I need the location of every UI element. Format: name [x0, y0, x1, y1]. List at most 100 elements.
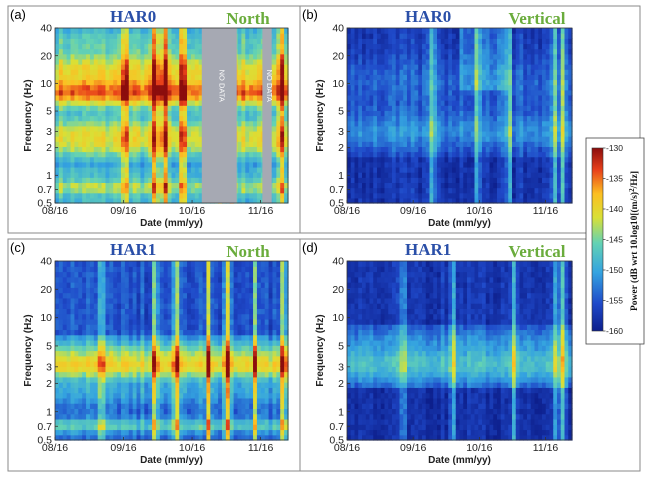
heatmap-cell	[415, 54, 419, 60]
heatmap-cell	[113, 314, 117, 320]
heatmap-cell	[86, 340, 90, 346]
heatmap-cell	[71, 100, 75, 106]
heatmap-cell	[475, 152, 479, 158]
x-tick-label: 09/16	[110, 205, 136, 217]
heatmap-cell	[82, 303, 86, 309]
x-tick-label: 11/16	[533, 205, 559, 217]
heatmap-cell	[148, 382, 152, 388]
heatmap-cell	[241, 116, 245, 122]
heatmap-cell	[144, 64, 148, 70]
heatmap-cell	[456, 162, 460, 168]
heatmap-cell	[195, 105, 199, 111]
heatmap-cell	[347, 157, 351, 163]
heatmap-cell	[86, 90, 90, 96]
heatmap-cell	[164, 121, 168, 127]
heatmap-cell	[129, 303, 133, 309]
heatmap-cell	[448, 193, 452, 199]
heatmap-cell	[121, 38, 125, 44]
heatmap-cell	[74, 182, 78, 188]
heatmap-cell	[452, 85, 456, 91]
heatmap-cell	[109, 382, 113, 388]
heatmap-cell	[452, 105, 456, 111]
heatmap-cell	[175, 141, 179, 147]
heatmap-cell	[125, 162, 129, 168]
heatmap-cell	[422, 136, 426, 142]
heatmap-cell	[561, 182, 565, 188]
heatmap-cell	[125, 266, 129, 272]
heatmap-cell	[358, 43, 362, 49]
heatmap-cell	[497, 38, 501, 44]
heatmap-cell	[133, 366, 137, 372]
heatmap-cell	[98, 345, 102, 351]
heatmap-cell	[55, 152, 59, 158]
heatmap-cell	[102, 408, 106, 414]
heatmap-cell	[74, 167, 78, 173]
heatmap-cell	[553, 182, 557, 188]
heatmap-cell	[175, 33, 179, 39]
heatmap-cell	[253, 100, 257, 106]
heatmap-cell	[125, 28, 129, 34]
heatmap-cell	[377, 141, 381, 147]
heatmap-cell	[109, 90, 113, 96]
heatmap-cell	[478, 85, 482, 91]
heatmap-cell	[113, 398, 117, 404]
heatmap-cell	[486, 177, 490, 183]
heatmap-cell	[355, 188, 359, 194]
heatmap-cell	[168, 43, 172, 49]
heatmap-cell	[63, 152, 67, 158]
heatmap-cell	[456, 49, 460, 55]
heatmap-cell	[183, 64, 187, 70]
heatmap-cell	[531, 33, 535, 39]
heatmap-cell	[94, 193, 98, 199]
heatmap-cell	[78, 146, 82, 152]
heatmap-cell	[433, 126, 437, 132]
heatmap-cell	[183, 100, 187, 106]
heatmap-cell	[381, 152, 385, 158]
heatmap-cell	[516, 33, 520, 39]
heatmap-cell	[445, 90, 449, 96]
heatmap-cell	[482, 28, 486, 34]
heatmap-cell	[63, 182, 67, 188]
heatmap-cell	[557, 172, 561, 178]
heatmap-cell	[160, 162, 164, 168]
heatmap-cell	[456, 69, 460, 75]
heatmap-cell	[175, 126, 179, 132]
heatmap-cell	[105, 157, 109, 163]
heatmap-cell	[403, 38, 407, 44]
heatmap-cell	[276, 157, 280, 163]
heatmap-cell	[90, 167, 94, 173]
heatmap-cell	[448, 54, 452, 60]
heatmap-cell	[63, 345, 67, 351]
heatmap-cell	[366, 141, 370, 147]
heatmap-cell	[486, 59, 490, 65]
heatmap-cell	[55, 64, 59, 70]
heatmap-cell	[512, 177, 516, 183]
heatmap-cell	[373, 69, 377, 75]
heatmap-cell	[160, 131, 164, 137]
heatmap-cell	[90, 419, 94, 425]
heatmap-cell	[358, 90, 362, 96]
heatmap-cell	[98, 136, 102, 142]
heatmap-cell	[67, 141, 71, 147]
heatmap-cell	[156, 100, 160, 106]
heatmap-cell	[55, 308, 59, 314]
heatmap-cell	[121, 398, 125, 404]
heatmap-cell	[486, 162, 490, 168]
heatmap-cell	[392, 188, 396, 194]
heatmap-cell	[129, 408, 133, 414]
heatmap-cell	[63, 361, 67, 367]
heatmap-cell	[512, 141, 516, 147]
heatmap-cell	[490, 121, 494, 127]
heatmap-cell	[531, 162, 535, 168]
heatmap-cell	[407, 193, 411, 199]
heatmap-cell	[501, 79, 505, 85]
heatmap-cell	[74, 172, 78, 178]
heatmap-cell	[90, 131, 94, 137]
heatmap-cell	[98, 282, 102, 288]
heatmap-cell	[168, 131, 172, 137]
heatmap-cell	[463, 64, 467, 70]
heatmap-cell	[546, 90, 550, 96]
heatmap-cell	[362, 152, 366, 158]
heatmap-cell	[366, 146, 370, 152]
